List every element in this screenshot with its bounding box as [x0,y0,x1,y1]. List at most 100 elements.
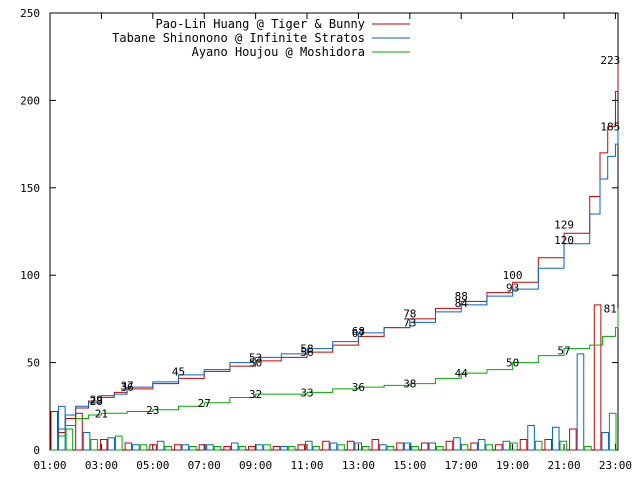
y-tick-label: 150 [20,182,40,195]
hourly-bar [601,432,609,451]
hourly-bar [238,446,247,451]
hourly-bar [50,411,59,451]
data-label: 53 [249,351,262,364]
hourly-bar [198,444,207,451]
series-line-1 [50,126,619,451]
hourly-bar [230,442,239,451]
hourly-bar [181,444,190,451]
data-label: 38 [403,378,416,391]
hourly-bar [371,439,380,451]
x-tick-label: 11:00 [290,459,323,472]
hourly-bar [428,442,437,451]
hourly-bar [65,428,74,451]
hourly-bar [149,444,157,451]
hourly-bar [322,440,330,451]
hourly-bar [272,446,281,451]
x-tick-label: 15:00 [393,459,426,472]
data-label: 21 [95,407,108,420]
hourly-bar [213,446,222,451]
hourly-bar [305,440,313,451]
data-label: 68 [352,325,365,338]
hourly-bar [534,440,543,451]
y-tick-label: 200 [20,94,40,107]
x-tick-label: 17:00 [445,459,478,472]
hourly-bar [58,405,66,451]
hourly-bar [280,446,288,451]
data-label: 23 [146,404,159,417]
hourly-bar [584,446,592,451]
hourly-bar [559,440,568,451]
hourly-bar [544,439,552,451]
hourly-bar [386,446,395,451]
x-tick-label: 05:00 [136,459,169,472]
data-label: 93 [506,281,519,294]
hourly-bar [82,432,91,451]
hourly-bar [453,437,461,451]
hourly-bar [379,444,387,451]
hourly-bar [337,444,345,451]
data-label: 36 [120,381,133,394]
hourly-bar [396,442,404,451]
hourly-bar [297,444,306,451]
data-label: 100 [503,269,523,282]
y-tick-label: 250 [20,7,40,20]
hourly-bar [527,425,535,451]
data-label: 56 [300,346,313,359]
data-label: 44 [455,367,469,380]
data-label: 50 [506,357,519,370]
hourly-bar [287,446,296,451]
data-label: 223 [600,54,620,67]
legend-label: Ayano Houjou @ Moshidora [192,45,365,59]
x-tick-label: 13:00 [342,459,375,472]
hourly-bar [312,446,321,451]
data-label: 67 [352,327,365,340]
hourly-bar [510,442,518,451]
data-label: 73 [403,316,416,329]
hourly-bar [90,439,98,451]
data-label: 57 [557,344,570,357]
x-tick-label: 23:00 [599,459,632,472]
y-tick-label: 100 [20,269,40,282]
hourly-bar [107,437,116,451]
hourly-bar [420,442,429,451]
x-tick-label: 01:00 [33,459,66,472]
hourly-bar [156,440,165,451]
hourly-bar [248,446,256,451]
hourly-bar [189,446,197,451]
hourly-bar [206,444,214,451]
y-tick-label: 50 [27,357,40,370]
data-label: 29 [90,393,103,406]
hourly-bar [403,442,412,451]
hourly-bar [132,444,140,451]
hourly-bar [576,353,585,451]
hourly-bar [329,442,338,451]
hourly-bar [99,439,108,451]
hourly-bar [263,444,271,451]
hourly-bar [485,444,494,451]
hourly-bar [411,446,419,451]
hourly-bar [593,304,602,451]
data-label: 78 [403,308,416,321]
hourly-bar [346,440,355,451]
hourly-bar [502,440,511,451]
data-label: 32 [249,388,262,401]
data-label: 50 [249,357,262,370]
data-label: 28 [90,395,103,408]
x-tick-label: 21:00 [547,459,580,472]
hourly-bar [477,439,486,451]
data-label: 36 [352,381,365,394]
x-tick-label: 19:00 [496,459,529,472]
hourly-bar [551,426,560,451]
x-tick-label: 09:00 [239,459,272,472]
hourly-bar [173,444,182,451]
data-label: 185 [600,121,620,134]
data-label: 27 [198,397,211,410]
hourly-bar [255,444,264,451]
hourly-bar [124,442,133,451]
hourly-bar [608,412,617,451]
hourly-bar [354,442,362,451]
hourly-bar [569,428,577,451]
x-tick-label: 03:00 [85,459,118,472]
y-tick-label: 0 [33,444,40,457]
